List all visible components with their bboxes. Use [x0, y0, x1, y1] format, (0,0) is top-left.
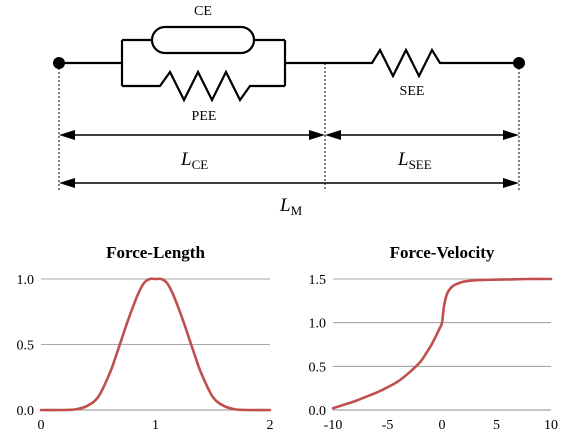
- force-velocity-x-tick-label: 0: [439, 418, 446, 433]
- force-velocity-title: Force-Velocity: [390, 243, 495, 262]
- force-length-x-tick-label: 2: [267, 418, 274, 433]
- force-velocity-y-tick-label: 0.5: [309, 360, 327, 375]
- l-ce-arrow: [59, 130, 325, 140]
- force-velocity-y-tick-label: 0.0: [309, 404, 327, 419]
- force-velocity-y-tick-label: 1.0: [309, 317, 327, 332]
- force-velocity-x-tick-label: 10: [544, 418, 558, 433]
- force-velocity-chart: Force-Velocity 0.0 0.5 1.0 1.5 -10 -5 0 5 10: [309, 243, 559, 433]
- force-length-y-tick-label: 0.5: [17, 339, 35, 354]
- force-length-x-tick-label: 0: [38, 418, 45, 433]
- force-length-curve: [39, 277, 272, 412]
- pee-label: PEE: [192, 109, 217, 124]
- muscle-model-diagram: CE PEE SEE LCE LSEE: [53, 4, 525, 218]
- ce-label: CE: [194, 4, 212, 19]
- contractile-element: [150, 25, 256, 55]
- force-length-y-tick-label: 0.0: [17, 404, 35, 419]
- l-ce-label: LCE: [180, 149, 208, 172]
- force-length-chart: Force-Length 0.0 0.5 1.0 0 1 2: [17, 243, 274, 433]
- force-velocity-x-tick-label: 5: [493, 418, 500, 433]
- force-velocity-x-tick-label: -10: [324, 418, 343, 433]
- right-node: [513, 57, 525, 69]
- left-node: [53, 57, 65, 69]
- force-velocity-x-tick-label: -5: [382, 418, 394, 433]
- parallel-elastic-element: [122, 69, 285, 103]
- force-velocity-curve: [331, 277, 553, 410]
- force-length-title: Force-Length: [106, 243, 205, 262]
- l-see-label: LSEE: [397, 149, 432, 172]
- force-length-y-tick-label: 1.0: [17, 273, 35, 288]
- force-velocity-y-tick-label: 1.5: [309, 273, 327, 288]
- l-see-arrow: [325, 130, 519, 140]
- series-elastic-element: [285, 47, 520, 79]
- see-label: SEE: [400, 84, 425, 99]
- l-m-arrow: [59, 178, 519, 188]
- force-length-x-tick-label: 1: [152, 418, 159, 433]
- l-m-label: LM: [279, 195, 303, 218]
